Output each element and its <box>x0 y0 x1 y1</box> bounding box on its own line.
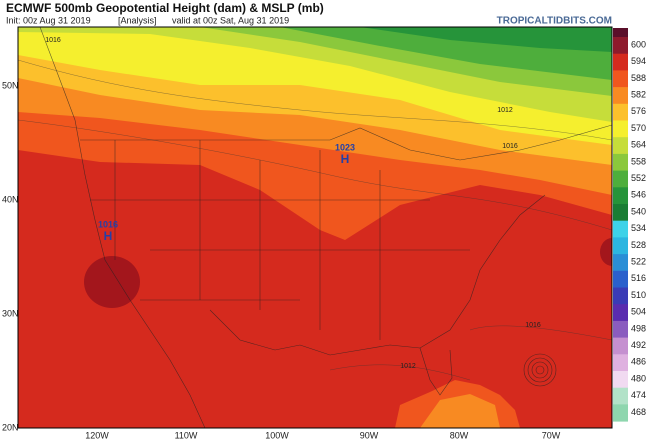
colorbar-label: 540 <box>631 206 646 216</box>
colorbar-swatch <box>613 153 628 172</box>
colorbar-swatch <box>613 103 628 121</box>
boundary <box>39 27 206 428</box>
hurricane-isobar <box>535 365 545 375</box>
isobar-label: 1016 <box>45 37 61 44</box>
colorbar-label: 510 <box>631 290 646 300</box>
colorbar-swatch <box>613 387 628 405</box>
colorbar-swatch <box>613 187 628 205</box>
colorbar-label: 480 <box>631 373 646 383</box>
colorbar-swatch <box>613 220 628 238</box>
hurricane-isobar <box>531 361 549 379</box>
colorbar-label: 474 <box>631 390 646 400</box>
colorbar-swatch <box>613 70 628 88</box>
colorbar-label: 492 <box>631 340 646 350</box>
colorbar-label: 516 <box>631 273 646 283</box>
colorbar-swatch <box>613 354 628 372</box>
init-time: Init: 00z Aug 31 2019 <box>6 15 91 25</box>
colorbar-label: 528 <box>631 240 646 250</box>
colorbar-swatch <box>613 170 628 188</box>
colorbar-label: 546 <box>631 190 646 200</box>
high-pressure-value: 1023 <box>335 142 355 152</box>
colorbar-label: 576 <box>631 106 646 116</box>
colorbar-swatch <box>613 254 628 272</box>
colorbar-label: 468 <box>631 407 646 417</box>
longitude-label: 70W <box>542 430 561 440</box>
high-pressure-value: 1016 <box>98 219 118 229</box>
colorbar-label: 588 <box>631 73 646 83</box>
colorbar-label: 600 <box>631 39 646 49</box>
isobar <box>18 119 612 231</box>
longitude-label: 90W <box>360 430 379 440</box>
isobar <box>469 325 612 341</box>
high-pressure-symbol: H <box>104 229 113 243</box>
colorbar-label: 522 <box>631 256 646 266</box>
colorbar-swatch <box>613 53 628 71</box>
latitude-label: 40N <box>2 194 19 204</box>
title: ECMWF 500mb Geopotential Height (dam) & … <box>6 1 324 15</box>
valid-time: valid at 00z Sat, Aug 31 2019 <box>172 15 289 25</box>
longitude-label: 110W <box>175 430 198 440</box>
map-frame <box>17 26 613 429</box>
colorbar-swatch <box>613 137 628 155</box>
colorbar-swatch <box>613 304 628 322</box>
latitude-label: 30N <box>2 308 19 318</box>
colorbar-label: 570 <box>631 123 646 133</box>
colorbar-label: 558 <box>631 156 646 166</box>
height-band <box>84 256 140 308</box>
colorbar-swatch <box>613 320 628 339</box>
isobar-label: 1012 <box>497 107 513 114</box>
colorbar-label: 486 <box>631 357 646 367</box>
latitude-label: 20N <box>2 422 19 432</box>
height-band <box>600 238 612 266</box>
analysis-tag: [Analysis] <box>118 15 157 25</box>
colorbar-label: 564 <box>631 140 646 150</box>
colorbar-swatch <box>613 237 628 255</box>
colorbar-swatch <box>613 404 628 422</box>
isobar <box>18 59 612 141</box>
hurricane-isobar <box>523 353 557 387</box>
colorbar-label: 552 <box>631 173 646 183</box>
hurricane-isobar <box>527 357 553 383</box>
longitude-label: 120W <box>85 430 109 440</box>
colorbar-swatch <box>613 337 628 355</box>
height-band <box>360 27 612 52</box>
isobar <box>329 364 471 381</box>
high-pressure-symbol: H <box>341 152 350 166</box>
height-band <box>420 394 500 428</box>
longitude-label: 80W <box>450 430 469 440</box>
boundary <box>80 124 612 161</box>
colorbar-swatch <box>613 371 628 389</box>
colorbar-swatch <box>613 87 628 105</box>
colorbar-swatch <box>613 204 628 222</box>
isobar-label: 1016 <box>525 322 541 329</box>
boundary <box>209 194 546 356</box>
colorbar: 600 594 588 582 576 570 564 558 552 546 540 534 528 5… <box>613 28 646 422</box>
colorbar-swatch <box>613 37 628 55</box>
colorbar-swatch <box>613 120 628 138</box>
isobar-label: 1012 <box>400 363 416 370</box>
isobar-label: 1016 <box>502 143 518 150</box>
colorbar-label: 594 <box>631 56 646 66</box>
colorbar-cap <box>613 28 628 37</box>
colorbar-swatch <box>613 270 628 288</box>
colorbar-label: 534 <box>631 223 646 233</box>
longitude-label: 100W <box>265 430 289 440</box>
latitude-label: 50N <box>2 80 19 90</box>
site-name: TROPICALTIDBITS.COM <box>497 16 612 27</box>
colorbar-swatch <box>613 287 628 305</box>
colorbar-label: 582 <box>631 89 646 99</box>
colorbar-label: 504 <box>631 307 646 317</box>
map-area <box>18 27 612 428</box>
colorbar-label: 498 <box>631 323 646 333</box>
